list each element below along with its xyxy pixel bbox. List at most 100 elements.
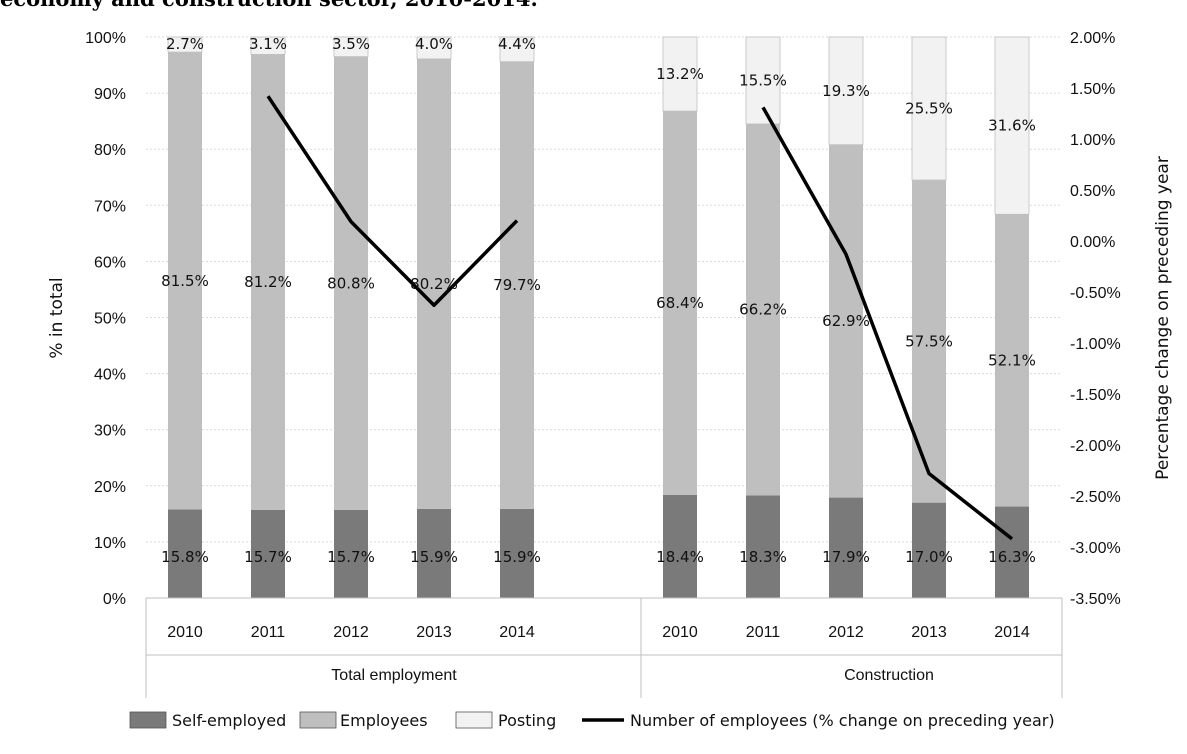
legend: Self-employed Employees Posting Number of e… xyxy=(129,711,1055,730)
label-self-employed: 15.7% xyxy=(327,548,375,566)
bar-posting xyxy=(994,36,1030,215)
label-posting: 2.7% xyxy=(166,35,204,53)
y2-tick-label: -3.50% xyxy=(1070,591,1121,608)
label-employees: 81.5% xyxy=(161,272,209,290)
bar-self-employed xyxy=(746,495,780,598)
y-tick-label: 30% xyxy=(94,423,126,440)
y2-tick-label: 2.00% xyxy=(1070,30,1115,47)
y-axis-title: % in total xyxy=(47,277,67,358)
label-posting: 15.5% xyxy=(739,71,787,89)
y2-tick-label: 0.50% xyxy=(1070,183,1115,200)
bar-posting xyxy=(662,36,698,112)
label-posting: 3.1% xyxy=(249,35,287,53)
x-tick-label: 2014 xyxy=(994,624,1030,641)
bar-employees xyxy=(500,61,534,509)
bar-employees xyxy=(251,54,285,510)
legend-label-self-employed: Self-employed xyxy=(172,711,286,730)
label-posting: 4.4% xyxy=(498,35,536,53)
x-tick-label: 2010 xyxy=(662,624,698,641)
y2-tick-label: -2.00% xyxy=(1070,438,1121,455)
bar-employees xyxy=(334,56,368,510)
chart-title: economy and construction sector, 2010-20… xyxy=(0,0,1187,20)
y-tick-label: 0% xyxy=(103,591,126,608)
y2-tick-label: 1.00% xyxy=(1070,132,1115,149)
legend-swatch-posting xyxy=(455,711,493,729)
label-self-employed: 15.9% xyxy=(493,548,541,566)
bar-posting xyxy=(167,36,203,53)
label-posting: 31.6% xyxy=(988,117,1036,135)
label-self-employed: 16.3% xyxy=(988,548,1036,566)
bar-employees xyxy=(417,58,451,509)
bar-self-employed xyxy=(663,494,697,598)
label-employees: 52.1% xyxy=(988,351,1036,369)
y2-tick-label: -3.00% xyxy=(1070,540,1121,557)
label-self-employed: 15.9% xyxy=(410,548,458,566)
label-self-employed: 18.4% xyxy=(656,548,704,566)
x-tick-label: 2013 xyxy=(416,624,452,641)
y2-tick-label: -1.50% xyxy=(1070,387,1121,404)
label-posting: 19.3% xyxy=(822,82,870,100)
x-tick-label: 2012 xyxy=(333,624,369,641)
x-tick-label: 2013 xyxy=(911,624,947,641)
bar-employees xyxy=(168,52,202,510)
legend-swatch-employees xyxy=(299,711,337,729)
y-tick-label: 20% xyxy=(94,479,126,496)
bars xyxy=(167,36,1030,598)
label-employees: 81.2% xyxy=(244,273,292,291)
bar-posting xyxy=(333,36,369,58)
label-employees: 57.5% xyxy=(905,332,953,350)
y2-tick-label: 1.50% xyxy=(1070,81,1115,98)
bar-self-employed xyxy=(829,497,863,598)
legend-label-employees: Employees xyxy=(340,711,428,730)
y2-tick-label: 0.00% xyxy=(1070,234,1115,251)
y2-tick-label: -0.50% xyxy=(1070,285,1121,302)
bar-employees xyxy=(912,180,946,503)
legend-label-posting: Posting xyxy=(498,711,556,730)
bar-employees xyxy=(829,144,863,498)
label-posting: 4.0% xyxy=(415,35,453,53)
y2-tick-label: -2.50% xyxy=(1070,489,1121,506)
bar-employees xyxy=(995,214,1029,507)
y2-tick-label: -1.00% xyxy=(1070,336,1121,353)
bar-self-employed xyxy=(251,509,285,598)
x-tick-label: 2012 xyxy=(828,624,864,641)
label-self-employed: 17.0% xyxy=(905,548,953,566)
label-employees: 62.9% xyxy=(822,312,870,330)
y-tick-label: 10% xyxy=(94,535,126,552)
bar-posting xyxy=(499,36,535,63)
label-posting: 3.5% xyxy=(332,35,370,53)
line-employee-change xyxy=(266,95,519,308)
data-labels: 15.8% 81.5% 2.7% 15.7% 81.2% 3.1% 15.7% 80.8% 3.… xyxy=(161,35,1036,566)
y-tick-label: 100% xyxy=(85,30,126,47)
label-employees: 66.2% xyxy=(739,301,787,319)
x-tick-label: 2011 xyxy=(251,624,286,641)
legend-swatch-self-employed xyxy=(129,711,167,729)
bar-self-employed xyxy=(168,509,202,598)
bar-posting xyxy=(416,36,452,60)
bar-posting xyxy=(250,36,286,55)
bar-employees xyxy=(663,111,697,495)
y-tick-label: 70% xyxy=(94,198,126,215)
label-posting: 13.2% xyxy=(656,65,704,83)
bar-employees xyxy=(746,123,780,496)
x-tick-label: 2011 xyxy=(746,624,781,641)
label-employees: 80.8% xyxy=(327,274,375,292)
label-employees: 80.2% xyxy=(410,275,458,293)
legend-label-line: Number of employees (% change on precedi… xyxy=(630,711,1055,730)
group-label: Construction xyxy=(844,667,934,684)
y-tick-label: 40% xyxy=(94,367,126,384)
y-tick-label: 60% xyxy=(94,254,126,271)
y2-axis-title: Percentage change on preceding year xyxy=(1153,156,1173,480)
line-employee-change xyxy=(761,106,1014,541)
label-employees: 79.7% xyxy=(493,276,541,294)
label-self-employed: 15.8% xyxy=(161,548,209,566)
y-tick-label: 50% xyxy=(94,311,126,328)
label-self-employed: 18.3% xyxy=(739,548,787,566)
bar-self-employed xyxy=(334,509,368,598)
bar-self-employed xyxy=(500,508,534,598)
change-lines xyxy=(266,95,1014,541)
label-posting: 25.5% xyxy=(905,100,953,118)
gridlines xyxy=(146,36,1062,543)
x-tick-label: 2010 xyxy=(167,624,203,641)
